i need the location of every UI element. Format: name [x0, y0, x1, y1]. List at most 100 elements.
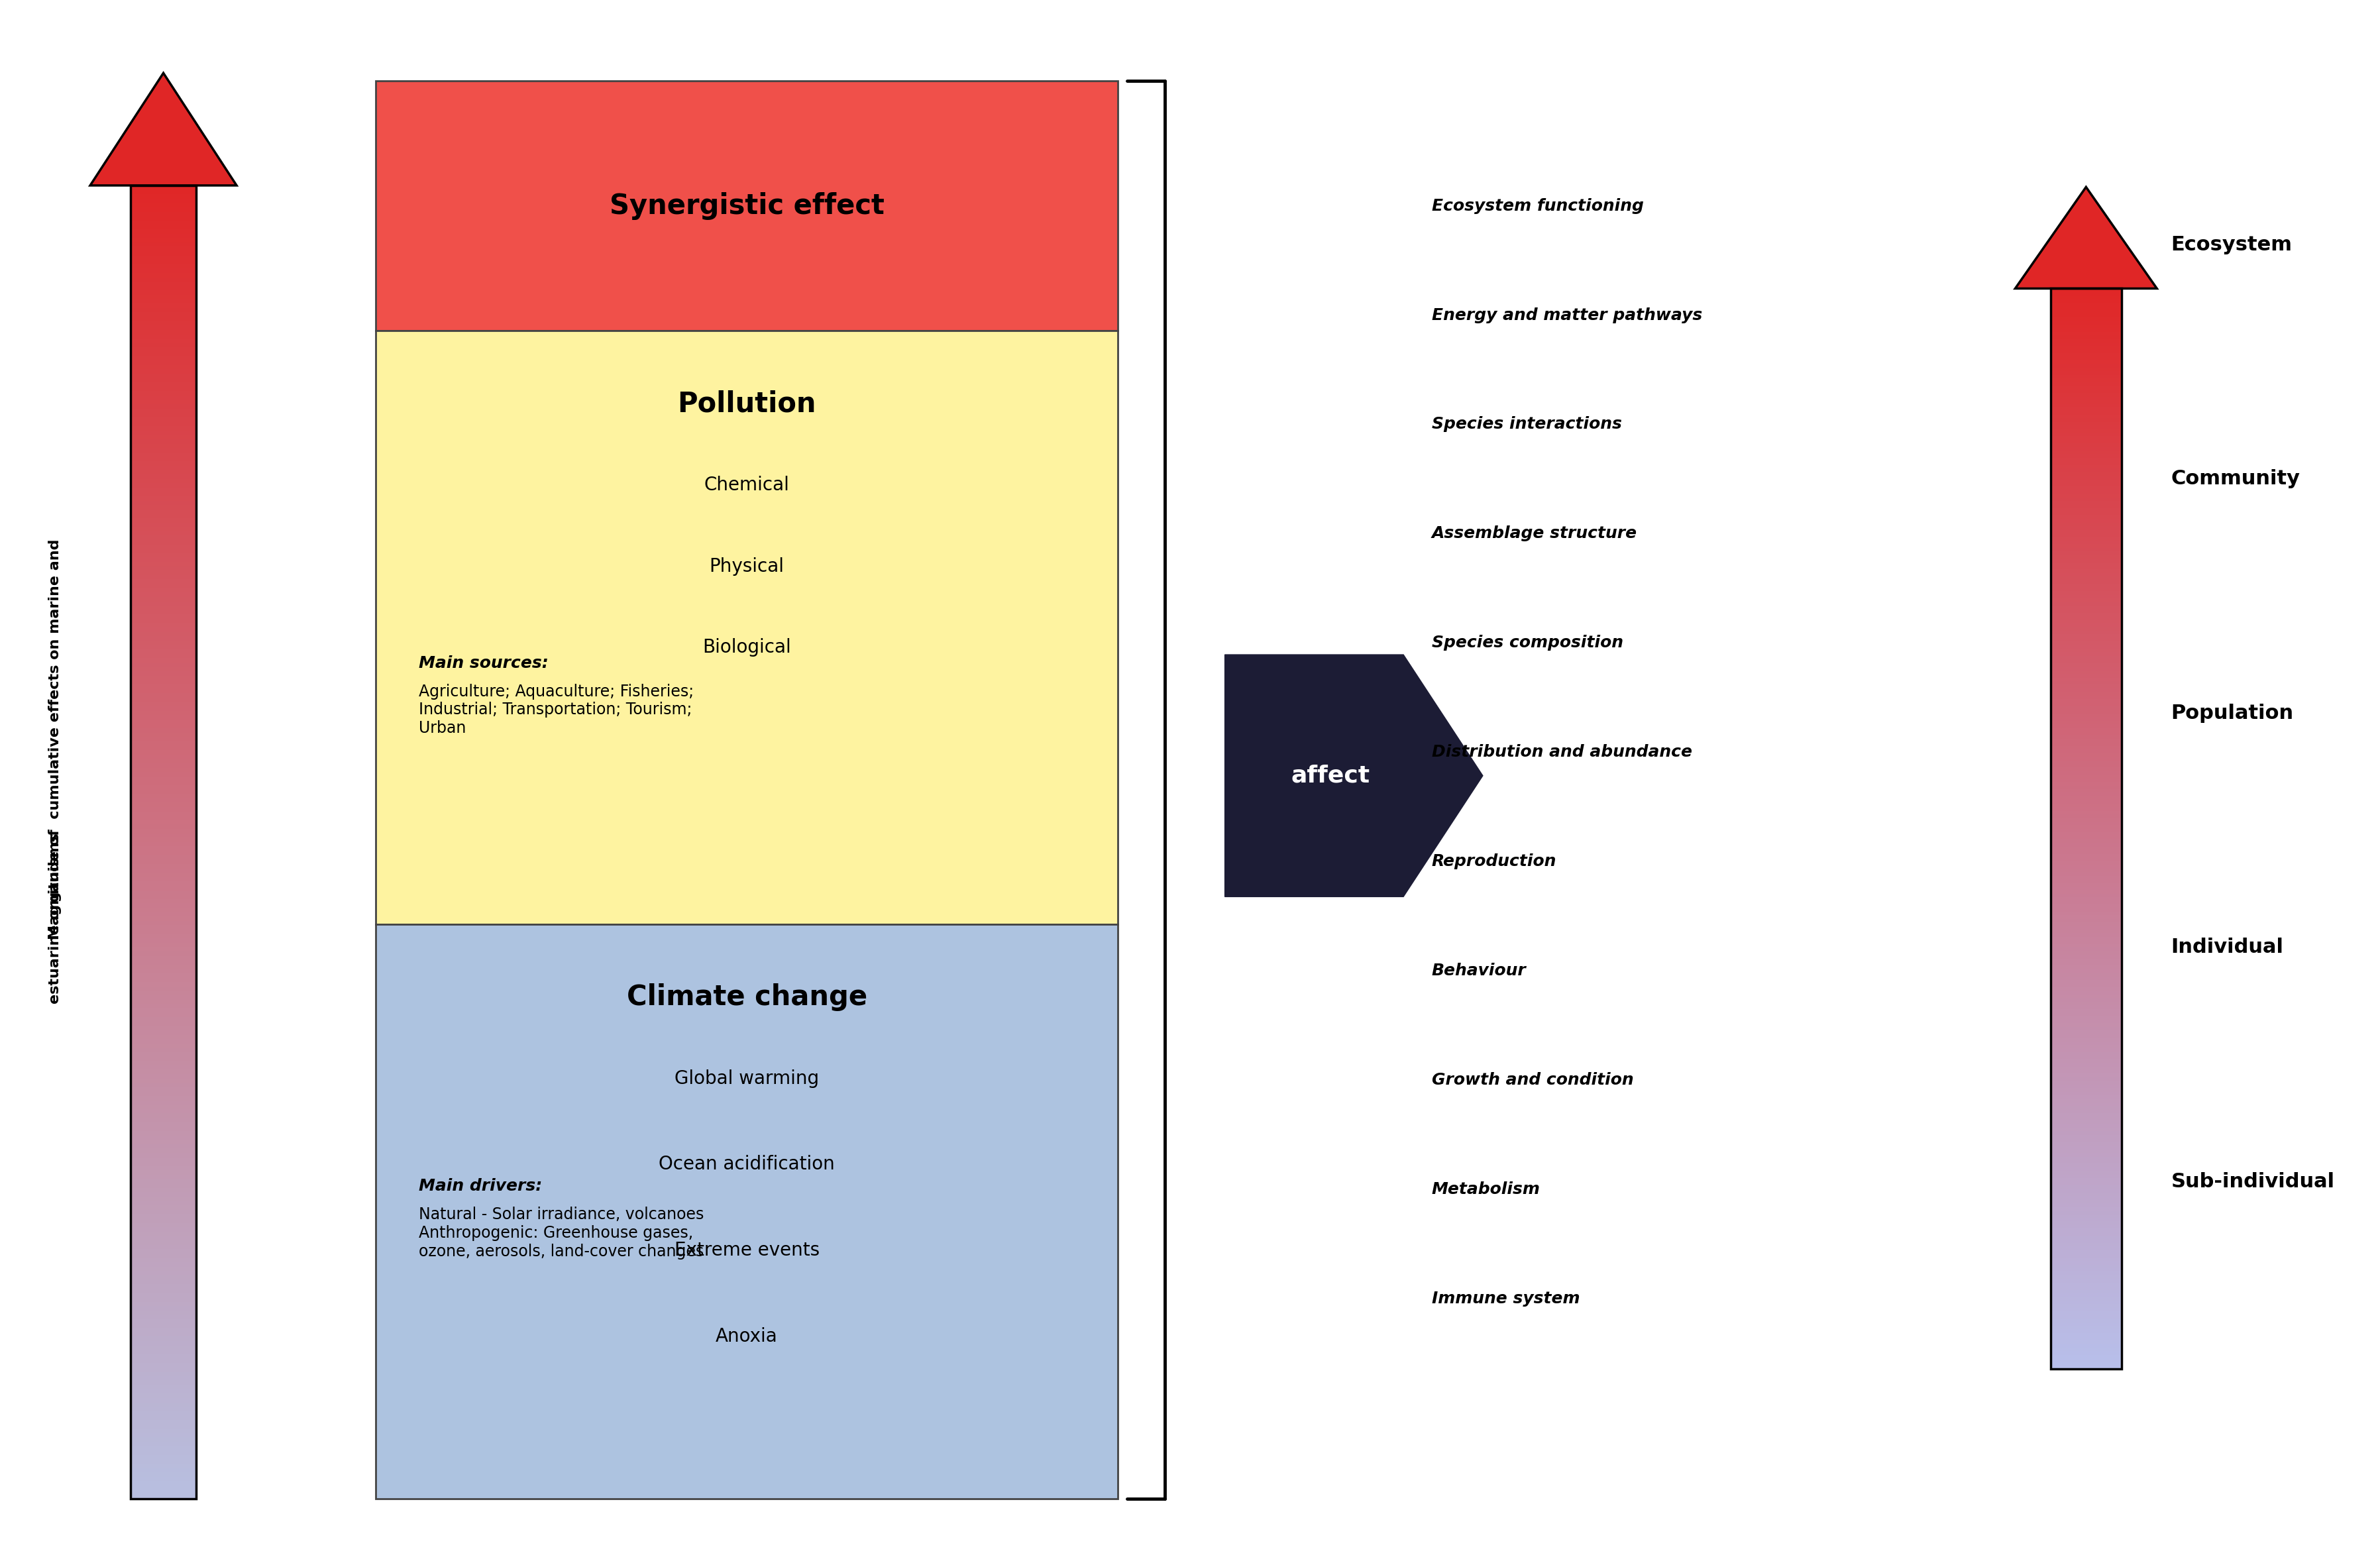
- Bar: [131, 544, 198, 548]
- Bar: [131, 1319, 198, 1324]
- Bar: [2052, 973, 2121, 976]
- Bar: [131, 1136, 198, 1139]
- Bar: [131, 619, 198, 624]
- Bar: [2052, 1236, 2121, 1239]
- Bar: [131, 417, 198, 422]
- Bar: [131, 1092, 198, 1095]
- Bar: [2052, 1081, 2121, 1084]
- Bar: [131, 382, 198, 387]
- Bar: [2052, 1113, 2121, 1117]
- Bar: [131, 360, 198, 365]
- Bar: [2052, 313, 2121, 318]
- Bar: [131, 1285, 198, 1288]
- Bar: [131, 1095, 198, 1100]
- Bar: [2052, 937, 2121, 940]
- Bar: [2052, 1254, 2121, 1257]
- Text: Chemical: Chemical: [704, 476, 790, 495]
- Bar: [2052, 948, 2121, 951]
- Bar: [131, 1429, 198, 1432]
- Bar: [2052, 1297, 2121, 1301]
- Bar: [131, 1371, 198, 1376]
- Bar: [2052, 846, 2121, 851]
- Bar: [131, 566, 198, 570]
- Bar: [2052, 512, 2121, 516]
- Bar: [131, 1192, 198, 1197]
- Bar: [2052, 1084, 2121, 1087]
- Bar: [131, 934, 198, 939]
- Bar: [131, 636, 198, 641]
- Bar: [131, 711, 198, 715]
- Bar: [2052, 451, 2121, 454]
- Bar: [131, 658, 198, 663]
- Bar: [131, 702, 198, 707]
- Bar: [131, 1100, 198, 1105]
- Bar: [131, 968, 198, 973]
- Bar: [131, 575, 198, 580]
- Bar: [131, 943, 198, 946]
- Bar: [2052, 574, 2121, 577]
- Bar: [131, 606, 198, 610]
- Text: Individual: Individual: [2171, 937, 2285, 957]
- Bar: [2052, 396, 2121, 400]
- Bar: [2052, 1062, 2121, 1067]
- Bar: [131, 1297, 198, 1302]
- Bar: [2052, 1218, 2121, 1221]
- Bar: [131, 514, 198, 519]
- Bar: [131, 1048, 198, 1051]
- Text: Growth and condition: Growth and condition: [1433, 1072, 1633, 1087]
- Bar: [2052, 1171, 2121, 1175]
- Bar: [2052, 1117, 2121, 1120]
- Bar: [131, 1327, 198, 1332]
- Bar: [2052, 1243, 2121, 1247]
- Bar: [131, 505, 198, 509]
- Bar: [2052, 1131, 2121, 1135]
- Bar: [2052, 1189, 2121, 1192]
- Bar: [2052, 490, 2121, 494]
- Bar: [131, 1241, 198, 1244]
- Bar: [131, 851, 198, 856]
- Bar: [2052, 1067, 2121, 1070]
- Bar: [2052, 796, 2121, 801]
- Bar: [131, 348, 198, 353]
- Bar: [131, 1078, 198, 1083]
- Bar: [131, 649, 198, 653]
- Bar: [2052, 368, 2121, 371]
- Bar: [131, 965, 198, 968]
- Bar: [131, 602, 198, 606]
- Bar: [2052, 379, 2121, 382]
- Bar: [2052, 954, 2121, 959]
- Bar: [2052, 461, 2121, 465]
- Bar: [131, 1346, 198, 1349]
- Bar: [2052, 635, 2121, 638]
- Bar: [131, 834, 198, 838]
- Bar: [131, 939, 198, 943]
- Bar: [131, 1161, 198, 1166]
- Text: Main sources:: Main sources:: [419, 655, 547, 671]
- Bar: [2052, 862, 2121, 865]
- Bar: [131, 1022, 198, 1026]
- Bar: [2052, 1318, 2121, 1323]
- Bar: [131, 863, 198, 868]
- Bar: [2052, 1192, 2121, 1196]
- Bar: [2052, 501, 2121, 505]
- Bar: [131, 221, 198, 224]
- Bar: [131, 1476, 198, 1481]
- Bar: [2052, 624, 2121, 627]
- Text: Assemblage structure: Assemblage structure: [1433, 525, 1637, 542]
- Bar: [131, 255, 198, 260]
- Bar: [131, 973, 198, 978]
- Bar: [131, 1039, 198, 1044]
- Bar: [131, 592, 198, 597]
- Bar: [131, 653, 198, 658]
- Bar: [131, 392, 198, 395]
- Bar: [131, 1009, 198, 1012]
- Bar: [131, 1030, 198, 1034]
- Bar: [131, 1066, 198, 1070]
- Bar: [2052, 483, 2121, 487]
- Bar: [2052, 677, 2121, 682]
- Bar: [2052, 1178, 2121, 1182]
- Bar: [131, 1310, 198, 1315]
- Bar: [131, 961, 198, 965]
- Bar: [131, 878, 198, 882]
- Bar: [131, 917, 198, 921]
